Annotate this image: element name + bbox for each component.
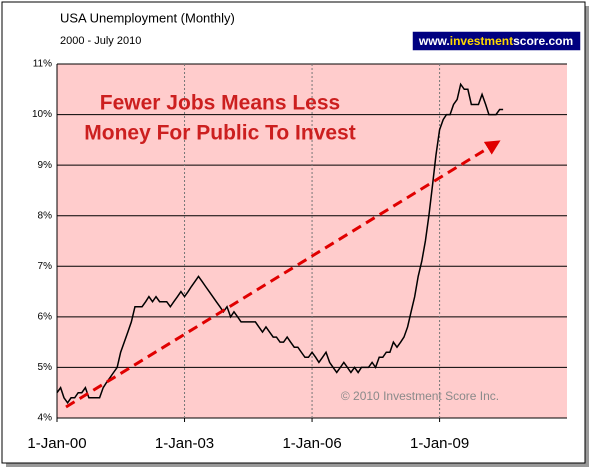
badge-part: investment [450,34,513,48]
badge-part: score.com [513,34,573,48]
y-tick-label: 5% [38,362,53,373]
copyright: © 2010 Investment Score Inc. [341,389,499,403]
y-tick-label: 4% [38,413,53,424]
badge-part: www. [418,34,450,48]
y-tick-label: 6% [38,311,53,322]
x-tick-label: 1-Jan-03 [155,435,214,452]
trend-arrow [65,140,501,409]
y-tick-label: 11% [33,59,52,70]
y-tick-label: 10% [32,109,52,120]
annotation: Fewer Jobs Means Less [100,92,340,115]
data-line [56,82,504,405]
x-tick-label: 1-Jan-09 [410,435,469,452]
y-tick-label: 9% [38,160,53,171]
x-tick-label: 1-Jan-00 [27,435,86,452]
chart-subtitle: 2000 - July 2010 [60,35,141,47]
badge [411,30,582,52]
badge-text: www.investmentscore.com [418,34,573,48]
y-tick-label: 7% [38,261,53,272]
chart-title: USA Unemployment (Monthly) [60,10,235,25]
x-tick-label: 1-Jan-06 [282,435,341,452]
annotation: Money For Public To Invest [84,122,355,145]
y-tick-label: 8% [38,210,53,221]
plot-layer: 4% 5% 6% 7% 8% 9% 10% 11% 1-Jan-00 1-Jan-03 1-Jan-… [27,59,567,452]
